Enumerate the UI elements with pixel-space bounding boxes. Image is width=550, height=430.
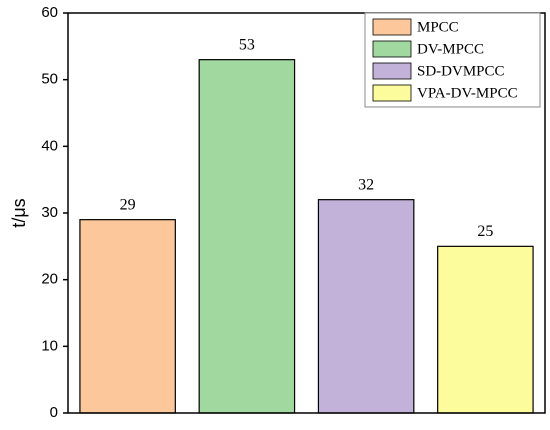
y-tick-label: 30 (41, 204, 58, 221)
y-axis-label: t/μs (9, 198, 29, 227)
data-label: 53 (239, 36, 255, 53)
y-tick-label: 0 (50, 404, 58, 421)
data-label: 25 (477, 223, 493, 240)
legend-label: DV-MPCC (417, 41, 484, 57)
y-tick-label: 60 (41, 4, 58, 21)
y-tick-label: 20 (41, 271, 58, 288)
data-label: 32 (358, 176, 374, 193)
bar (79, 219, 176, 414)
legend-swatch (372, 18, 412, 36)
bar (317, 199, 415, 414)
legend-swatch (372, 40, 412, 58)
y-tick-label: 40 (41, 137, 58, 154)
legend-label: SD-DVMPCC (417, 63, 505, 79)
y-tick-label: 10 (41, 337, 58, 354)
bar (437, 245, 534, 414)
data-label: 29 (120, 196, 136, 213)
bar (198, 59, 296, 414)
legend-label: VPA-DV-MPCC (417, 85, 518, 101)
plot-frame (67, 12, 546, 414)
legend-swatch (372, 84, 412, 102)
legend-swatch (372, 62, 412, 80)
legend-label: MPCC (417, 19, 459, 35)
y-tick-label: 50 (41, 71, 58, 88)
